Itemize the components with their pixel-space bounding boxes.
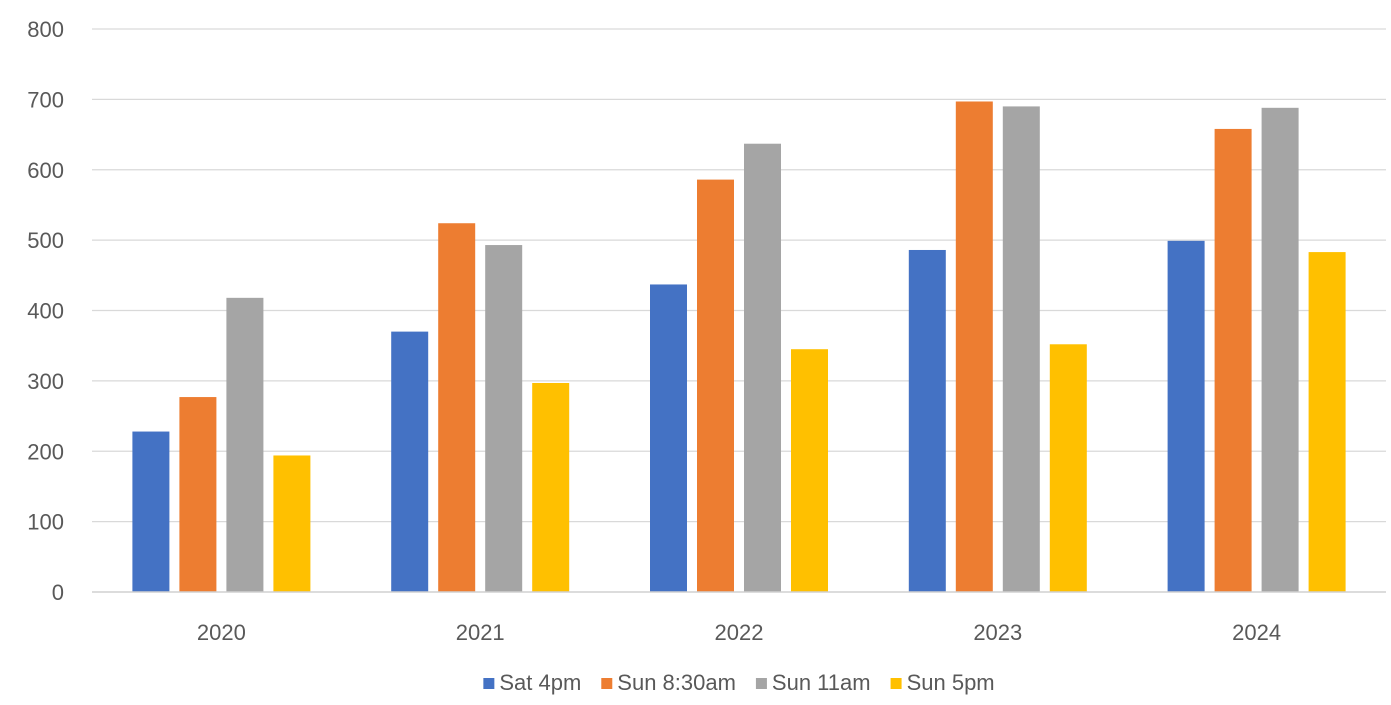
bar-2023-sun-5pm	[1049, 344, 1087, 592]
legend-swatch	[601, 678, 613, 689]
bar-2020-sun-8-30am	[179, 397, 217, 592]
bar-2022-sat-4pm	[650, 284, 687, 592]
bar-2024-sun-5pm	[1308, 252, 1346, 592]
x-tick-label: 2023	[973, 620, 1022, 645]
legend-label: Sun 11am	[772, 670, 871, 695]
bar-2023-sat-4pm	[908, 249, 946, 593]
bar-2023-sun-8-30am	[955, 101, 993, 592]
bar-2022-sun-5pm	[791, 349, 828, 592]
bar-2024-sun-8-30am	[1214, 128, 1252, 592]
bar-2024-sat-4pm	[1167, 240, 1205, 593]
x-tick-label: 2021	[456, 620, 505, 645]
bar-2021-sat-4pm	[391, 331, 429, 592]
x-axis-tick-labels: 2020 2021 2022 2023 2024	[197, 620, 1281, 645]
legend-item-sun-11am: Sun 11am	[755, 670, 871, 695]
y-tick-label: 100	[27, 510, 64, 535]
legend-swatch	[890, 678, 902, 689]
legend-item-sun-8-30am: Sun 8:30am	[601, 670, 736, 695]
legend-label: Sun 5pm	[907, 670, 995, 695]
bar-2021-sun-11am	[485, 245, 523, 592]
y-tick-label: 200	[27, 439, 64, 464]
bar-2022-sun-11am	[744, 143, 781, 592]
y-tick-label: 600	[27, 158, 64, 183]
x-tick-label: 2022	[715, 620, 764, 645]
legend-item-sat-4pm: Sat 4pm	[483, 670, 581, 695]
y-tick-label: 800	[27, 17, 64, 42]
legend-swatch	[483, 678, 495, 689]
y-tick-label: 500	[27, 228, 64, 253]
y-tick-label: 0	[52, 580, 64, 605]
y-tick-label: 400	[27, 299, 64, 324]
y-tick-label: 700	[27, 87, 64, 112]
bar-2021-sun-8-30am	[438, 223, 476, 593]
bar-2020-sun-11am	[226, 297, 264, 592]
x-tick-label: 2024	[1232, 620, 1281, 645]
bar-2020-sun-5pm	[273, 455, 311, 592]
x-tick-label: 2020	[197, 620, 246, 645]
legend-swatch	[755, 678, 767, 689]
bar-2020-sat-4pm	[132, 431, 170, 592]
bar-2024-sun-11am	[1261, 107, 1299, 592]
legend: Sat 4pm Sun 8:30am Sun 11am Sun 5pm	[483, 670, 995, 695]
legend-item-sun-5pm: Sun 5pm	[890, 670, 995, 695]
y-axis-tick-labels: 0 100 200 300 400 500 600 700 800	[27, 17, 64, 605]
legend-label: Sun 8:30am	[617, 670, 736, 695]
bar-2023-sun-11am	[1002, 106, 1040, 592]
legend-label: Sat 4pm	[499, 670, 581, 695]
bar-2021-sun-5pm	[532, 382, 570, 592]
bar-2022-sun-8-30am	[697, 179, 734, 593]
y-tick-label: 300	[27, 369, 64, 394]
bars	[132, 101, 1346, 593]
gridlines	[92, 28, 1386, 523]
